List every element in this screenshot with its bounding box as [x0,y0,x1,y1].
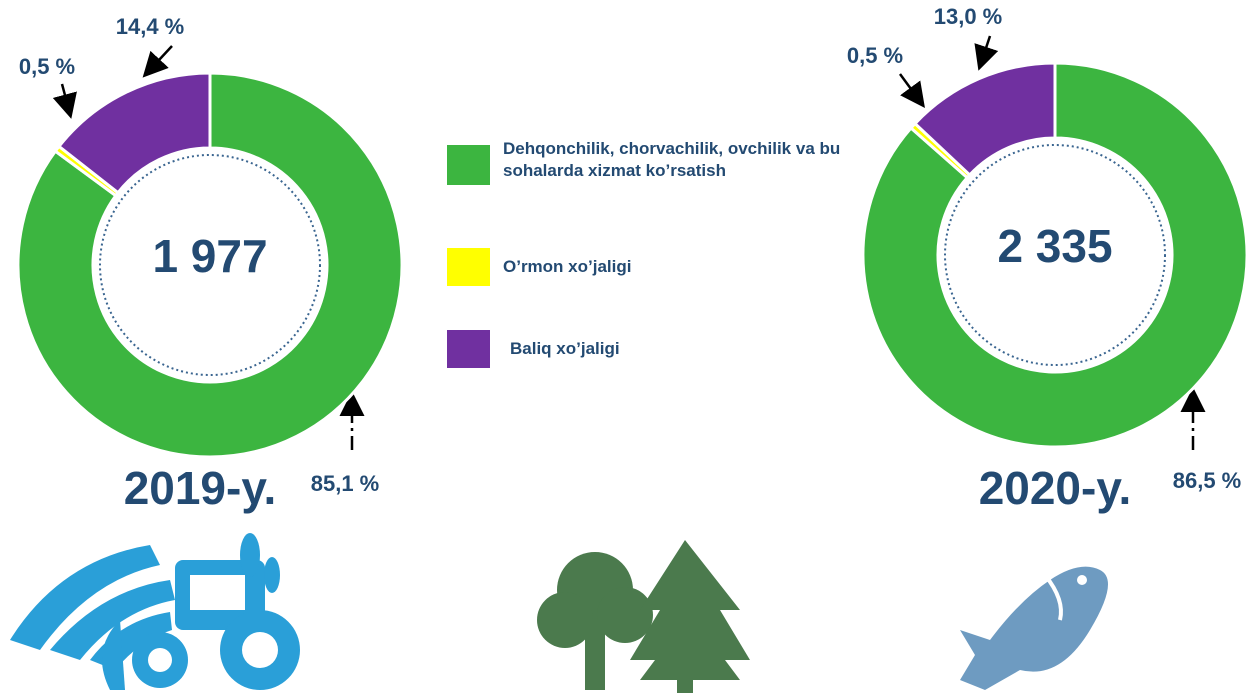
legend-label: Dehqonchilik, chorvachilik, ovchilik va … [503,139,841,180]
legend-swatch [447,248,490,286]
legend-label: O’rmon xo’jaligi [503,257,632,276]
legend-label: Baliq xo’jaligi [510,339,620,358]
donut-slice [56,71,212,195]
inner-ring [99,154,321,376]
year-label: 2019-y. [124,462,277,514]
fish-icon [960,566,1108,690]
inner-ring [944,144,1166,366]
tractor-icon [10,533,300,690]
value-label: 0,5 % [847,43,903,68]
arrow [52,83,77,119]
center-label: 2 335 [997,220,1112,272]
arrow [142,45,173,78]
arrow [898,73,925,109]
arrow [974,35,999,71]
donut-slice [16,71,404,459]
legend-swatch [447,330,490,368]
year-label: 2020-y. [979,462,1132,514]
forest-icon [537,540,750,693]
value-label: 86,5 % [1173,468,1242,493]
legend-swatch [447,145,490,185]
center-label: 1 977 [152,230,267,282]
value-label: 0,5 % [19,54,75,79]
value-label: 85,1 % [311,471,380,496]
value-label: 14,4 % [116,14,185,39]
arrows [52,35,1206,450]
donut-slice [912,61,1057,178]
donut-slice [861,61,1249,449]
value-label: 13,0 % [934,4,1003,29]
